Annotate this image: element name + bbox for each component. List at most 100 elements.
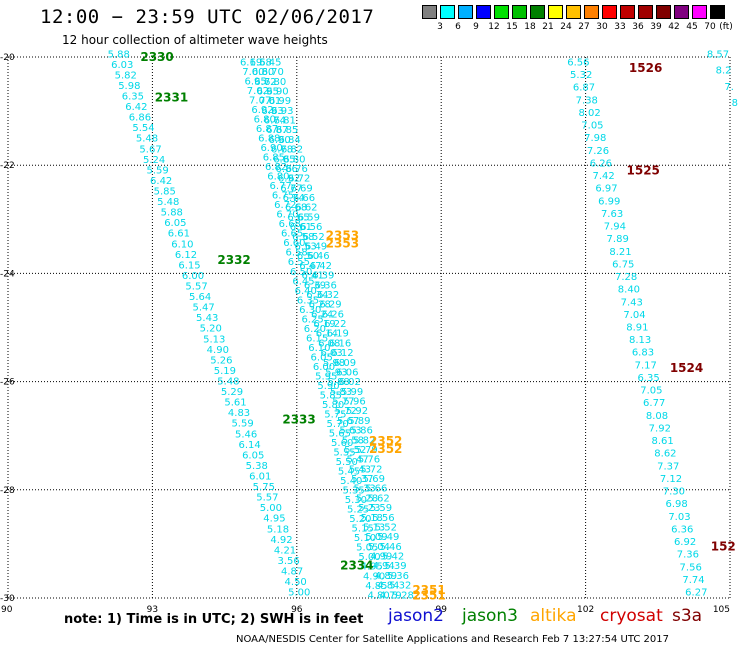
data-point-track-c: 6.34: [306, 290, 328, 301]
legend-swatch: [476, 5, 491, 19]
data-point-track-a: 5.26: [210, 355, 232, 366]
data-point-track-b: 6.92: [251, 105, 273, 116]
data-point-track-c: 5.88: [328, 377, 350, 388]
data-point-track-e: 7.92: [649, 423, 671, 434]
data-point-track-d: 6.72: [288, 174, 310, 185]
data-point-track-b: 5.85: [320, 390, 342, 401]
data-point-track-a: 5.75: [253, 482, 275, 493]
data-point-track-e: 8.08: [646, 411, 668, 422]
data-point-track-d: 5.28: [392, 590, 414, 601]
data-point-track-c: 6.87: [266, 125, 288, 136]
data-point-track-a: 4.87: [281, 566, 303, 577]
orbit-label: 2352: [369, 442, 402, 456]
footer-credit: NOAA/NESDIS Center for Satellite Applica…: [236, 634, 669, 645]
data-point-track-d: 6.26: [322, 309, 344, 320]
legend-swatch: [602, 5, 617, 19]
data-point-track-d: 5.82: [353, 435, 375, 446]
data-point-track-a: 5.48: [217, 376, 239, 387]
data-point-track-a: 5.57: [256, 493, 278, 504]
y-tick-label: -20: [0, 53, 15, 63]
data-point-track-c: 6.80: [252, 67, 274, 78]
data-point-track-d: 6.02: [339, 377, 361, 388]
data-point-track-a: 6.61: [168, 229, 190, 240]
data-point-track-c: 5.47: [346, 455, 368, 466]
orbit-label: 1524: [670, 361, 703, 375]
data-point-track-e: 6.87: [573, 83, 595, 94]
data-point-track-e: 6.75: [612, 259, 634, 270]
legend-swatch: [566, 5, 581, 19]
legend-label: 45: [686, 22, 698, 32]
data-point-track-c: 4.84: [377, 581, 399, 592]
data-point-track-c: 6.28: [309, 300, 331, 311]
data-point-track-e: 7.36: [677, 550, 699, 561]
data-point-track-a: 3.56: [277, 556, 299, 567]
data-point-track-d: 6.52: [303, 232, 325, 243]
legend-swatch: [584, 5, 599, 19]
data-point-track-a: 4.95: [263, 514, 285, 525]
data-point-track-b: 7.02: [247, 86, 269, 97]
legend-label: 12: [488, 22, 500, 32]
orbit-label: 1525: [627, 164, 660, 178]
data-point-track-b: 4.85: [365, 581, 387, 592]
data-point-track-d: 6.66: [293, 193, 315, 204]
data-point-track-b: 6.60: [283, 238, 305, 249]
data-point-track-a: 5.38: [246, 461, 268, 472]
data-point-track-b: 4.90: [363, 571, 385, 582]
data-point-track-d: 5.76: [358, 455, 380, 466]
data-point-track-a: 4.90: [207, 345, 229, 356]
data-point-track-d: 5.89: [348, 416, 370, 427]
data-point-track-d: 6.82: [281, 145, 303, 156]
data-point-track-c: 5.37: [351, 474, 373, 485]
data-point-track-e: 7.89: [607, 234, 629, 245]
legend-label: 70: [704, 22, 716, 32]
satellite-altika: altika: [530, 606, 577, 626]
legend-swatch: [638, 5, 653, 19]
data-point-track-a: 6.42: [150, 176, 172, 187]
legend-swatch: [548, 5, 563, 19]
orbit-label: 2351: [412, 588, 445, 602]
data-point-track-c: 6.39: [304, 280, 326, 291]
data-point-track-a: 5.64: [189, 292, 211, 303]
data-point-track-b: 5.35: [342, 486, 364, 497]
data-point-track-e: 8.13: [629, 335, 651, 346]
data-point-track-d: 5.59: [370, 503, 392, 514]
data-point-track-d: 5.79: [355, 445, 377, 456]
legend-swatch: [440, 5, 455, 19]
orbit-label: 2353: [326, 237, 359, 251]
legend-swatch: [530, 5, 545, 19]
data-point-track-e: 7.05: [640, 386, 662, 397]
data-point-track-d: 6.70: [262, 67, 284, 78]
data-point-track-a: 4.50: [285, 577, 307, 588]
data-point-track-c: 6.72: [254, 77, 276, 88]
data-point-track-e: 8.02: [578, 108, 600, 119]
data-point-track-c: 5.72: [335, 406, 357, 417]
data-point-track-b: 6.35: [297, 295, 319, 306]
data-point-track-b: 6.75: [272, 191, 294, 202]
data-point-track-c: 5.77: [332, 397, 354, 408]
legend-label: 33: [614, 22, 626, 32]
data-point-track-d: 6.90: [266, 86, 288, 97]
data-point-track-d: 6.29: [319, 300, 341, 311]
data-point-track-a: 5.00: [288, 588, 310, 599]
data-point-track-a: 5.61: [224, 398, 246, 409]
data-point-track-c: 6.85: [273, 154, 295, 165]
data-point-track-b: 6.05: [311, 352, 333, 363]
data-point-track-d: 5.32: [389, 581, 411, 592]
data-point-track-d: 6.16: [329, 338, 351, 349]
legend-label: 6: [455, 22, 461, 32]
data-point-track-f: 8.2: [716, 66, 732, 77]
data-point-track-c: 6.58: [250, 57, 272, 68]
data-point-track-b: 5.25: [347, 505, 369, 516]
data-point-track-e: 7.74: [682, 575, 704, 586]
data-point-track-a: 6.05: [164, 218, 186, 229]
orbit-label: 1526: [629, 61, 662, 75]
legend-swatch: [692, 5, 707, 19]
data-point-track-d: 5.39: [384, 561, 406, 572]
legend-label: 42: [668, 22, 680, 32]
data-point-track-c: 5.13: [363, 522, 385, 533]
data-point-track-d: 5.52: [375, 522, 397, 533]
legend-swatch: [422, 5, 437, 19]
data-point-track-c: 6.53: [294, 241, 316, 252]
data-point-track-e: 6.36: [671, 524, 693, 535]
x-tick-label: 96: [291, 605, 303, 615]
